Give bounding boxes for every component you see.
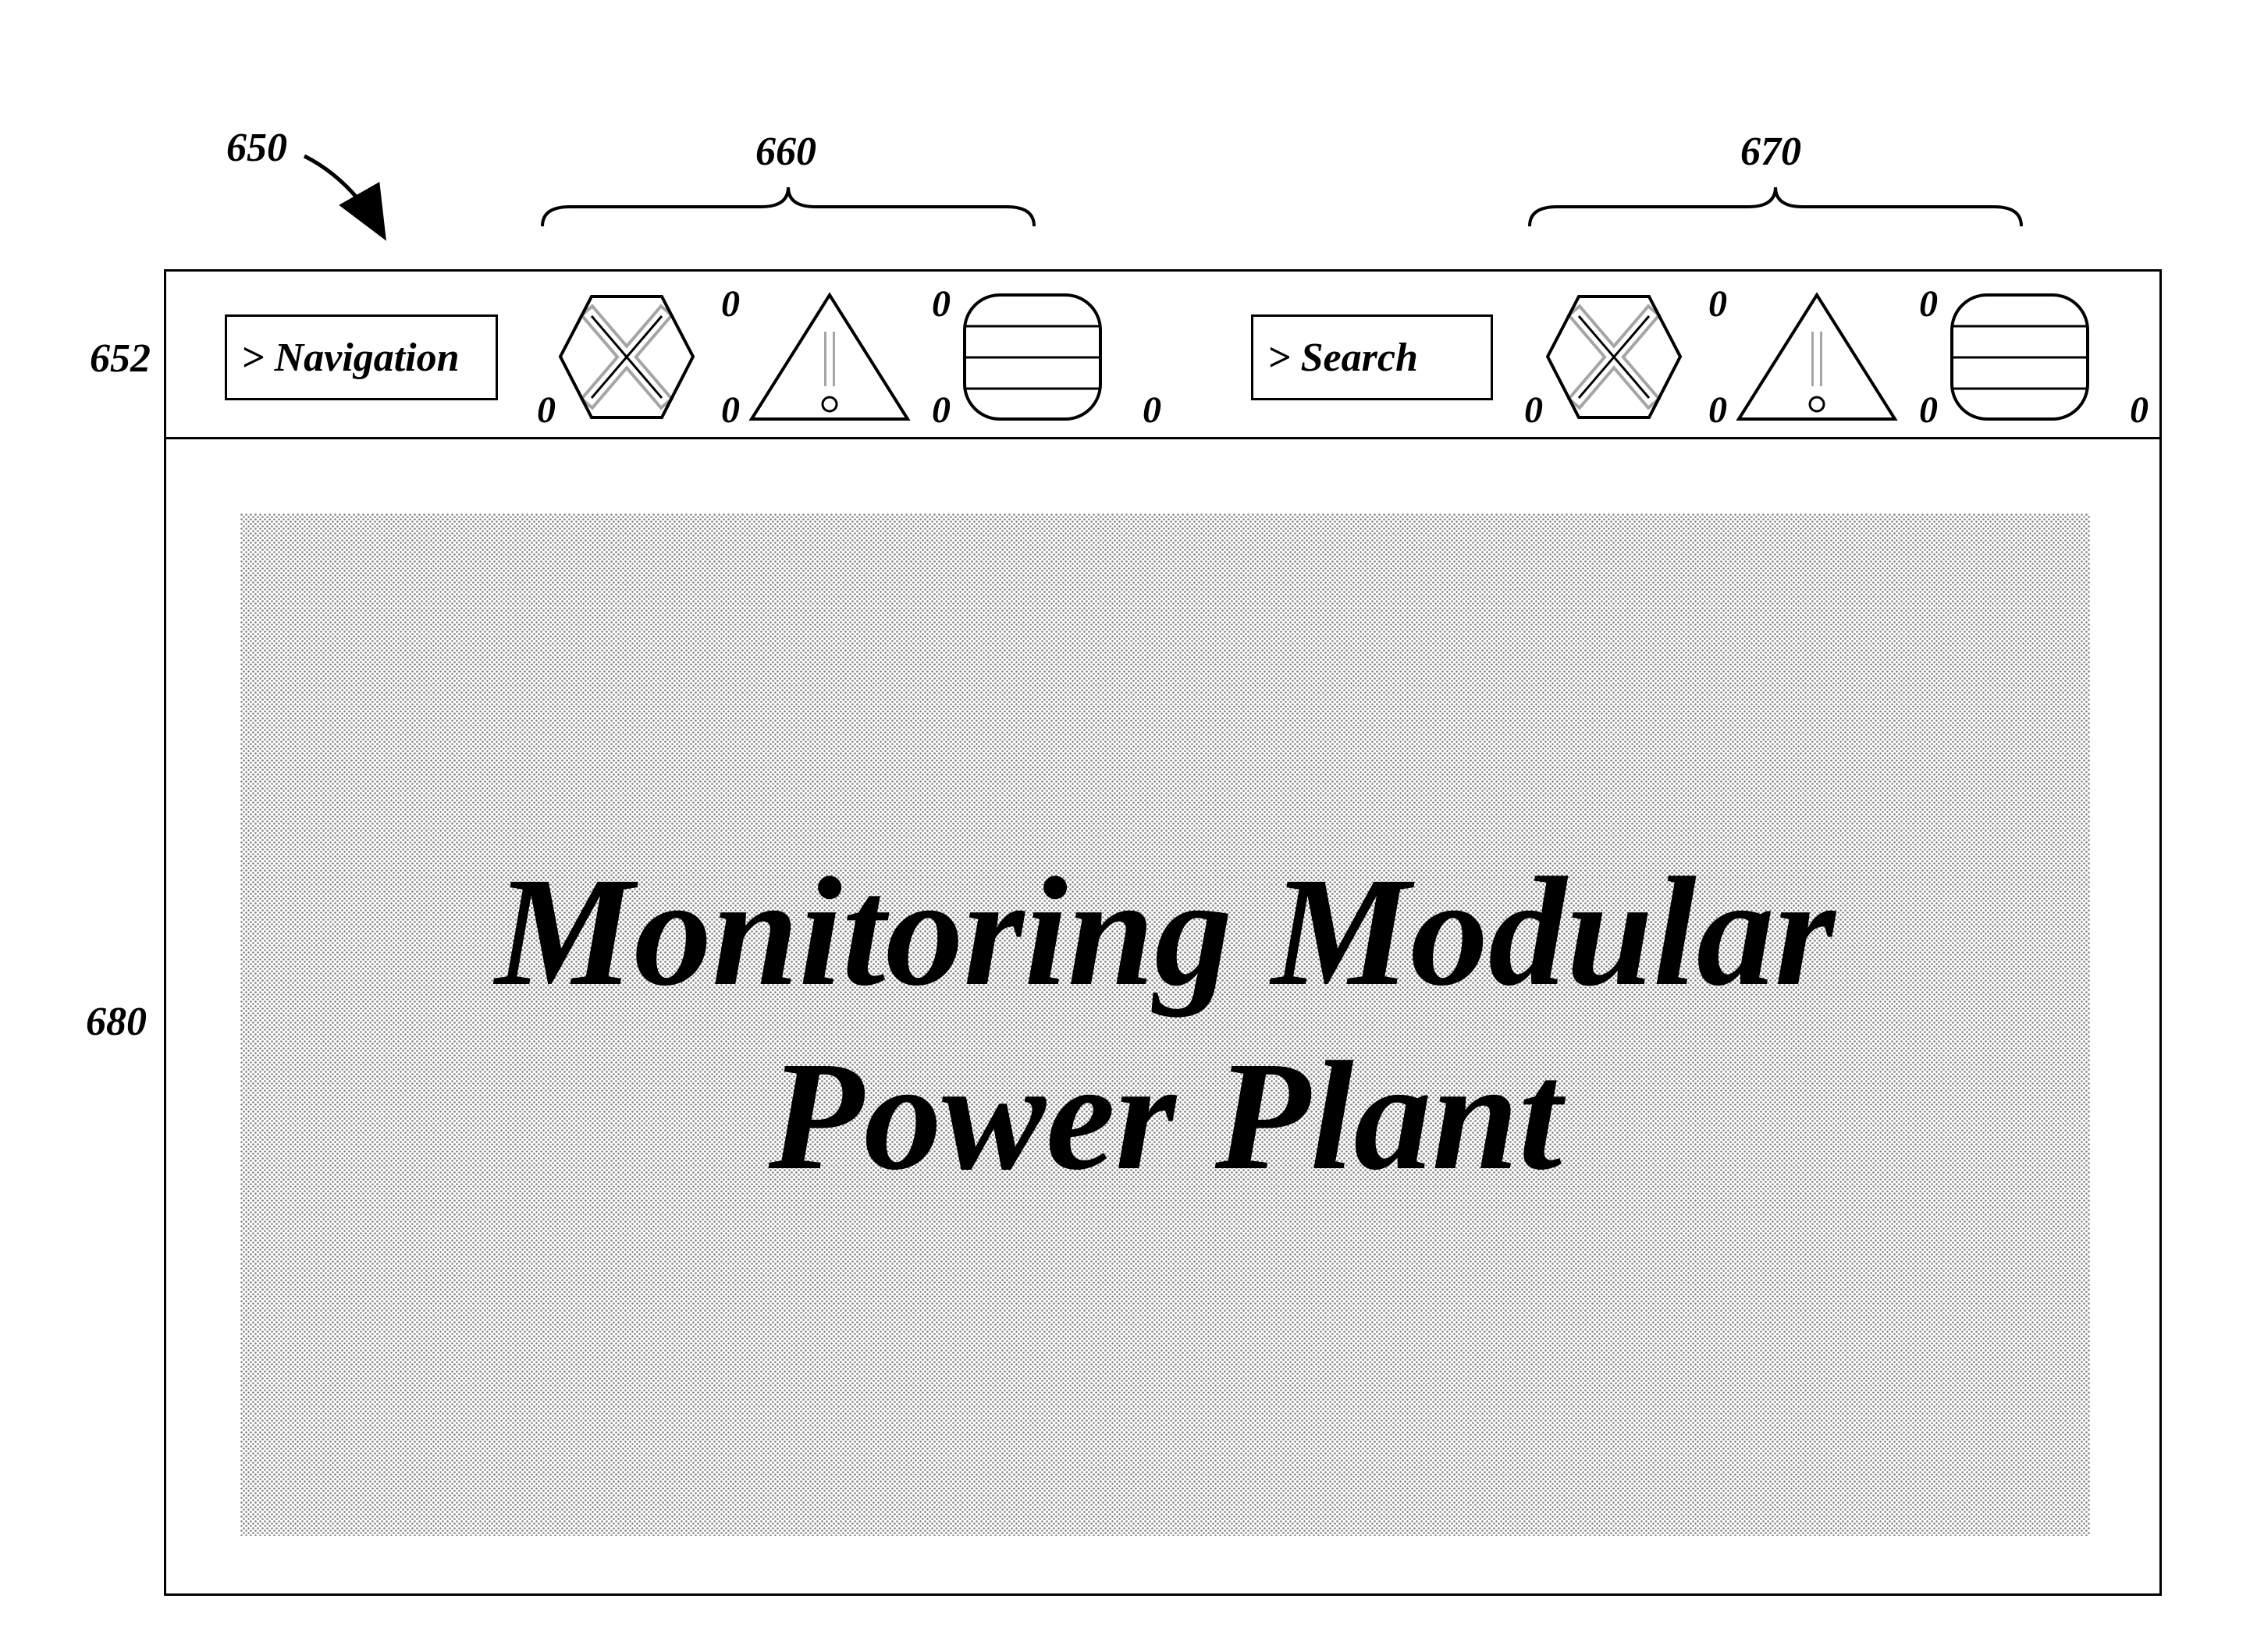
triangle-warning-icon bbox=[748, 289, 912, 425]
error-count-br: 0 bbox=[721, 389, 740, 432]
ref-content: 680 bbox=[86, 999, 147, 1045]
navigation-label: > Navigation bbox=[241, 335, 460, 381]
warning-count-br: 0 bbox=[932, 389, 951, 432]
brace-right-cluster bbox=[1526, 183, 2025, 230]
ref-toolbar: 652 bbox=[90, 336, 151, 382]
table-grid-icon bbox=[1946, 289, 2094, 425]
table-count-br: 0 bbox=[1143, 389, 1161, 432]
right-status-cluster: 0 0 0 0 0 bbox=[1524, 289, 2149, 425]
hexagon-x-icon bbox=[1544, 289, 1684, 425]
error-count-br: 0 bbox=[1708, 389, 1727, 432]
ref-figure: 650 bbox=[226, 125, 287, 171]
error-count-tr: 0 bbox=[721, 282, 740, 325]
triangle-warning-icon bbox=[1735, 289, 1899, 425]
content-title-line2: Power Plant bbox=[769, 1030, 1562, 1203]
warning-count-tr: 0 bbox=[1919, 282, 1938, 325]
brace-left-cluster bbox=[538, 183, 1038, 230]
toolbar-region: > Navigation 0 0 0 bbox=[166, 272, 2159, 439]
left-status-cluster: 0 0 0 0 0 bbox=[537, 289, 1161, 425]
ref-left-cluster: 660 bbox=[755, 129, 816, 175]
error-status-left: 0 0 0 bbox=[537, 289, 740, 425]
warning-status-right: 0 0 bbox=[1735, 289, 1938, 425]
warning-count-br: 0 bbox=[1919, 389, 1938, 432]
table-grid-icon bbox=[958, 289, 1107, 425]
error-count-bl: 0 bbox=[1524, 389, 1543, 432]
content-title: Monitoring Modular Power Plant bbox=[495, 840, 1835, 1209]
navigation-button[interactable]: > Navigation bbox=[225, 314, 498, 400]
warning-status-left: 0 0 bbox=[748, 289, 951, 425]
search-label: > Search bbox=[1267, 335, 1418, 381]
error-count-tr: 0 bbox=[1708, 282, 1727, 325]
table-status-left: 0 bbox=[958, 289, 1161, 425]
content-region: Monitoring Modular Power Plant bbox=[240, 513, 2090, 1536]
hexagon-x-icon bbox=[556, 289, 697, 425]
ui-layout-figure: > Navigation 0 0 0 bbox=[164, 269, 2162, 1596]
table-status-right: 0 bbox=[1946, 289, 2149, 425]
error-status-right: 0 0 0 bbox=[1524, 289, 1727, 425]
error-count-bl: 0 bbox=[537, 389, 556, 432]
warning-count-tr: 0 bbox=[932, 282, 951, 325]
content-title-line1: Monitoring Modular bbox=[495, 846, 1835, 1018]
ref-right-cluster: 670 bbox=[1740, 129, 1801, 175]
search-button[interactable]: > Search bbox=[1251, 314, 1493, 400]
table-count-br: 0 bbox=[2130, 389, 2149, 432]
